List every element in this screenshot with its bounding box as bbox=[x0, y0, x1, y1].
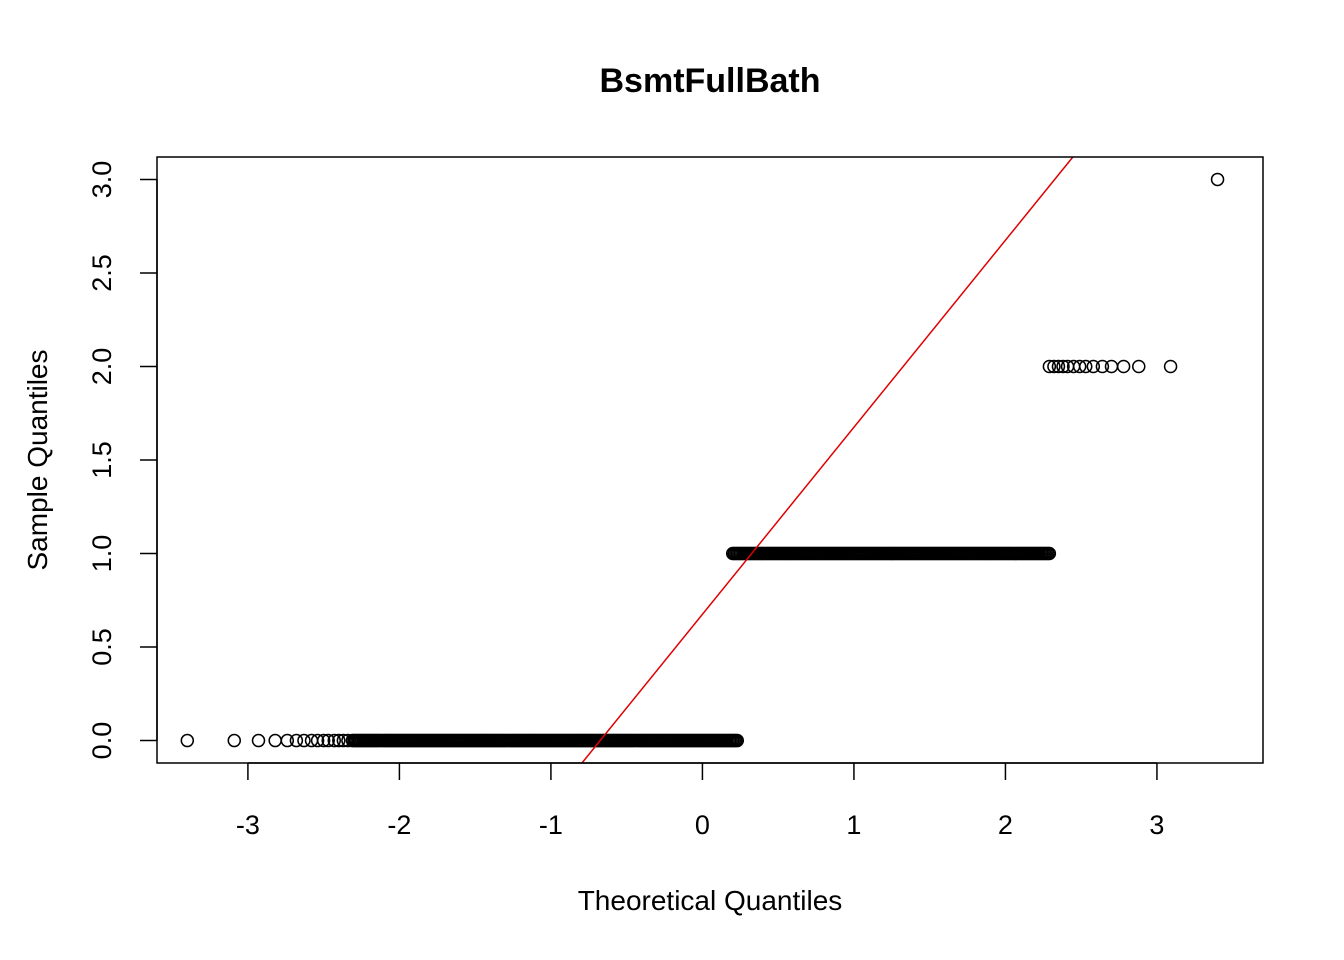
data-point bbox=[332, 733, 346, 748]
reference-line bbox=[581, 156, 1074, 764]
data-point bbox=[316, 733, 331, 748]
data-point bbox=[327, 733, 342, 748]
data-point bbox=[1042, 359, 1057, 374]
data-point bbox=[1095, 359, 1110, 374]
data-point bbox=[268, 733, 282, 748]
data-point bbox=[1078, 359, 1093, 374]
x-axis-label: Theoretical Quantiles bbox=[578, 885, 843, 916]
data-point bbox=[1104, 359, 1119, 374]
data-point bbox=[1132, 359, 1146, 374]
y-tick-label: 2.5 bbox=[87, 254, 117, 292]
x-tick-label: -2 bbox=[387, 810, 411, 840]
data-point bbox=[280, 733, 295, 748]
y-tick-label: 1.0 bbox=[87, 535, 117, 573]
data-point bbox=[180, 733, 195, 748]
y-axis-label: Sample Quantiles bbox=[22, 349, 53, 570]
y-tick-label: 0.5 bbox=[87, 628, 117, 666]
x-tick-label: 0 bbox=[695, 810, 710, 840]
data-point bbox=[1116, 359, 1131, 374]
x-tick-label: -1 bbox=[539, 810, 563, 840]
data-point bbox=[1210, 172, 1225, 187]
x-axis: -3 -2 -1 0 1 2 3 bbox=[236, 762, 1164, 840]
y-tick-label: 1.5 bbox=[87, 441, 117, 479]
y-tick-label: 0.0 bbox=[87, 722, 117, 760]
plot-frame bbox=[156, 156, 1264, 764]
data-point bbox=[227, 733, 242, 748]
data-points bbox=[180, 172, 1225, 748]
x-tick-label: -3 bbox=[236, 810, 260, 840]
data-point bbox=[1042, 546, 1057, 561]
data-point bbox=[1047, 359, 1061, 374]
data-point bbox=[1051, 359, 1066, 374]
data-point bbox=[297, 733, 311, 748]
y-axis: 0.0 0.5 1.0 1.5 2.0 2.5 3.0 bbox=[87, 161, 158, 760]
data-point bbox=[1086, 359, 1101, 374]
y-tick-label: 2.0 bbox=[87, 348, 117, 386]
data-point bbox=[730, 733, 745, 748]
data-point bbox=[1056, 359, 1070, 374]
x-tick-label: 1 bbox=[846, 810, 861, 840]
data-point bbox=[310, 733, 325, 748]
y-tick-label: 3.0 bbox=[87, 161, 117, 199]
data-point bbox=[251, 733, 266, 748]
chart-title: BsmtFullBath bbox=[600, 62, 821, 100]
data-point bbox=[289, 733, 304, 748]
x-tick-label: 3 bbox=[1149, 810, 1164, 840]
data-point bbox=[1072, 359, 1087, 374]
data-point bbox=[321, 733, 335, 748]
data-point bbox=[1163, 359, 1178, 374]
x-tick-label: 2 bbox=[998, 810, 1013, 840]
